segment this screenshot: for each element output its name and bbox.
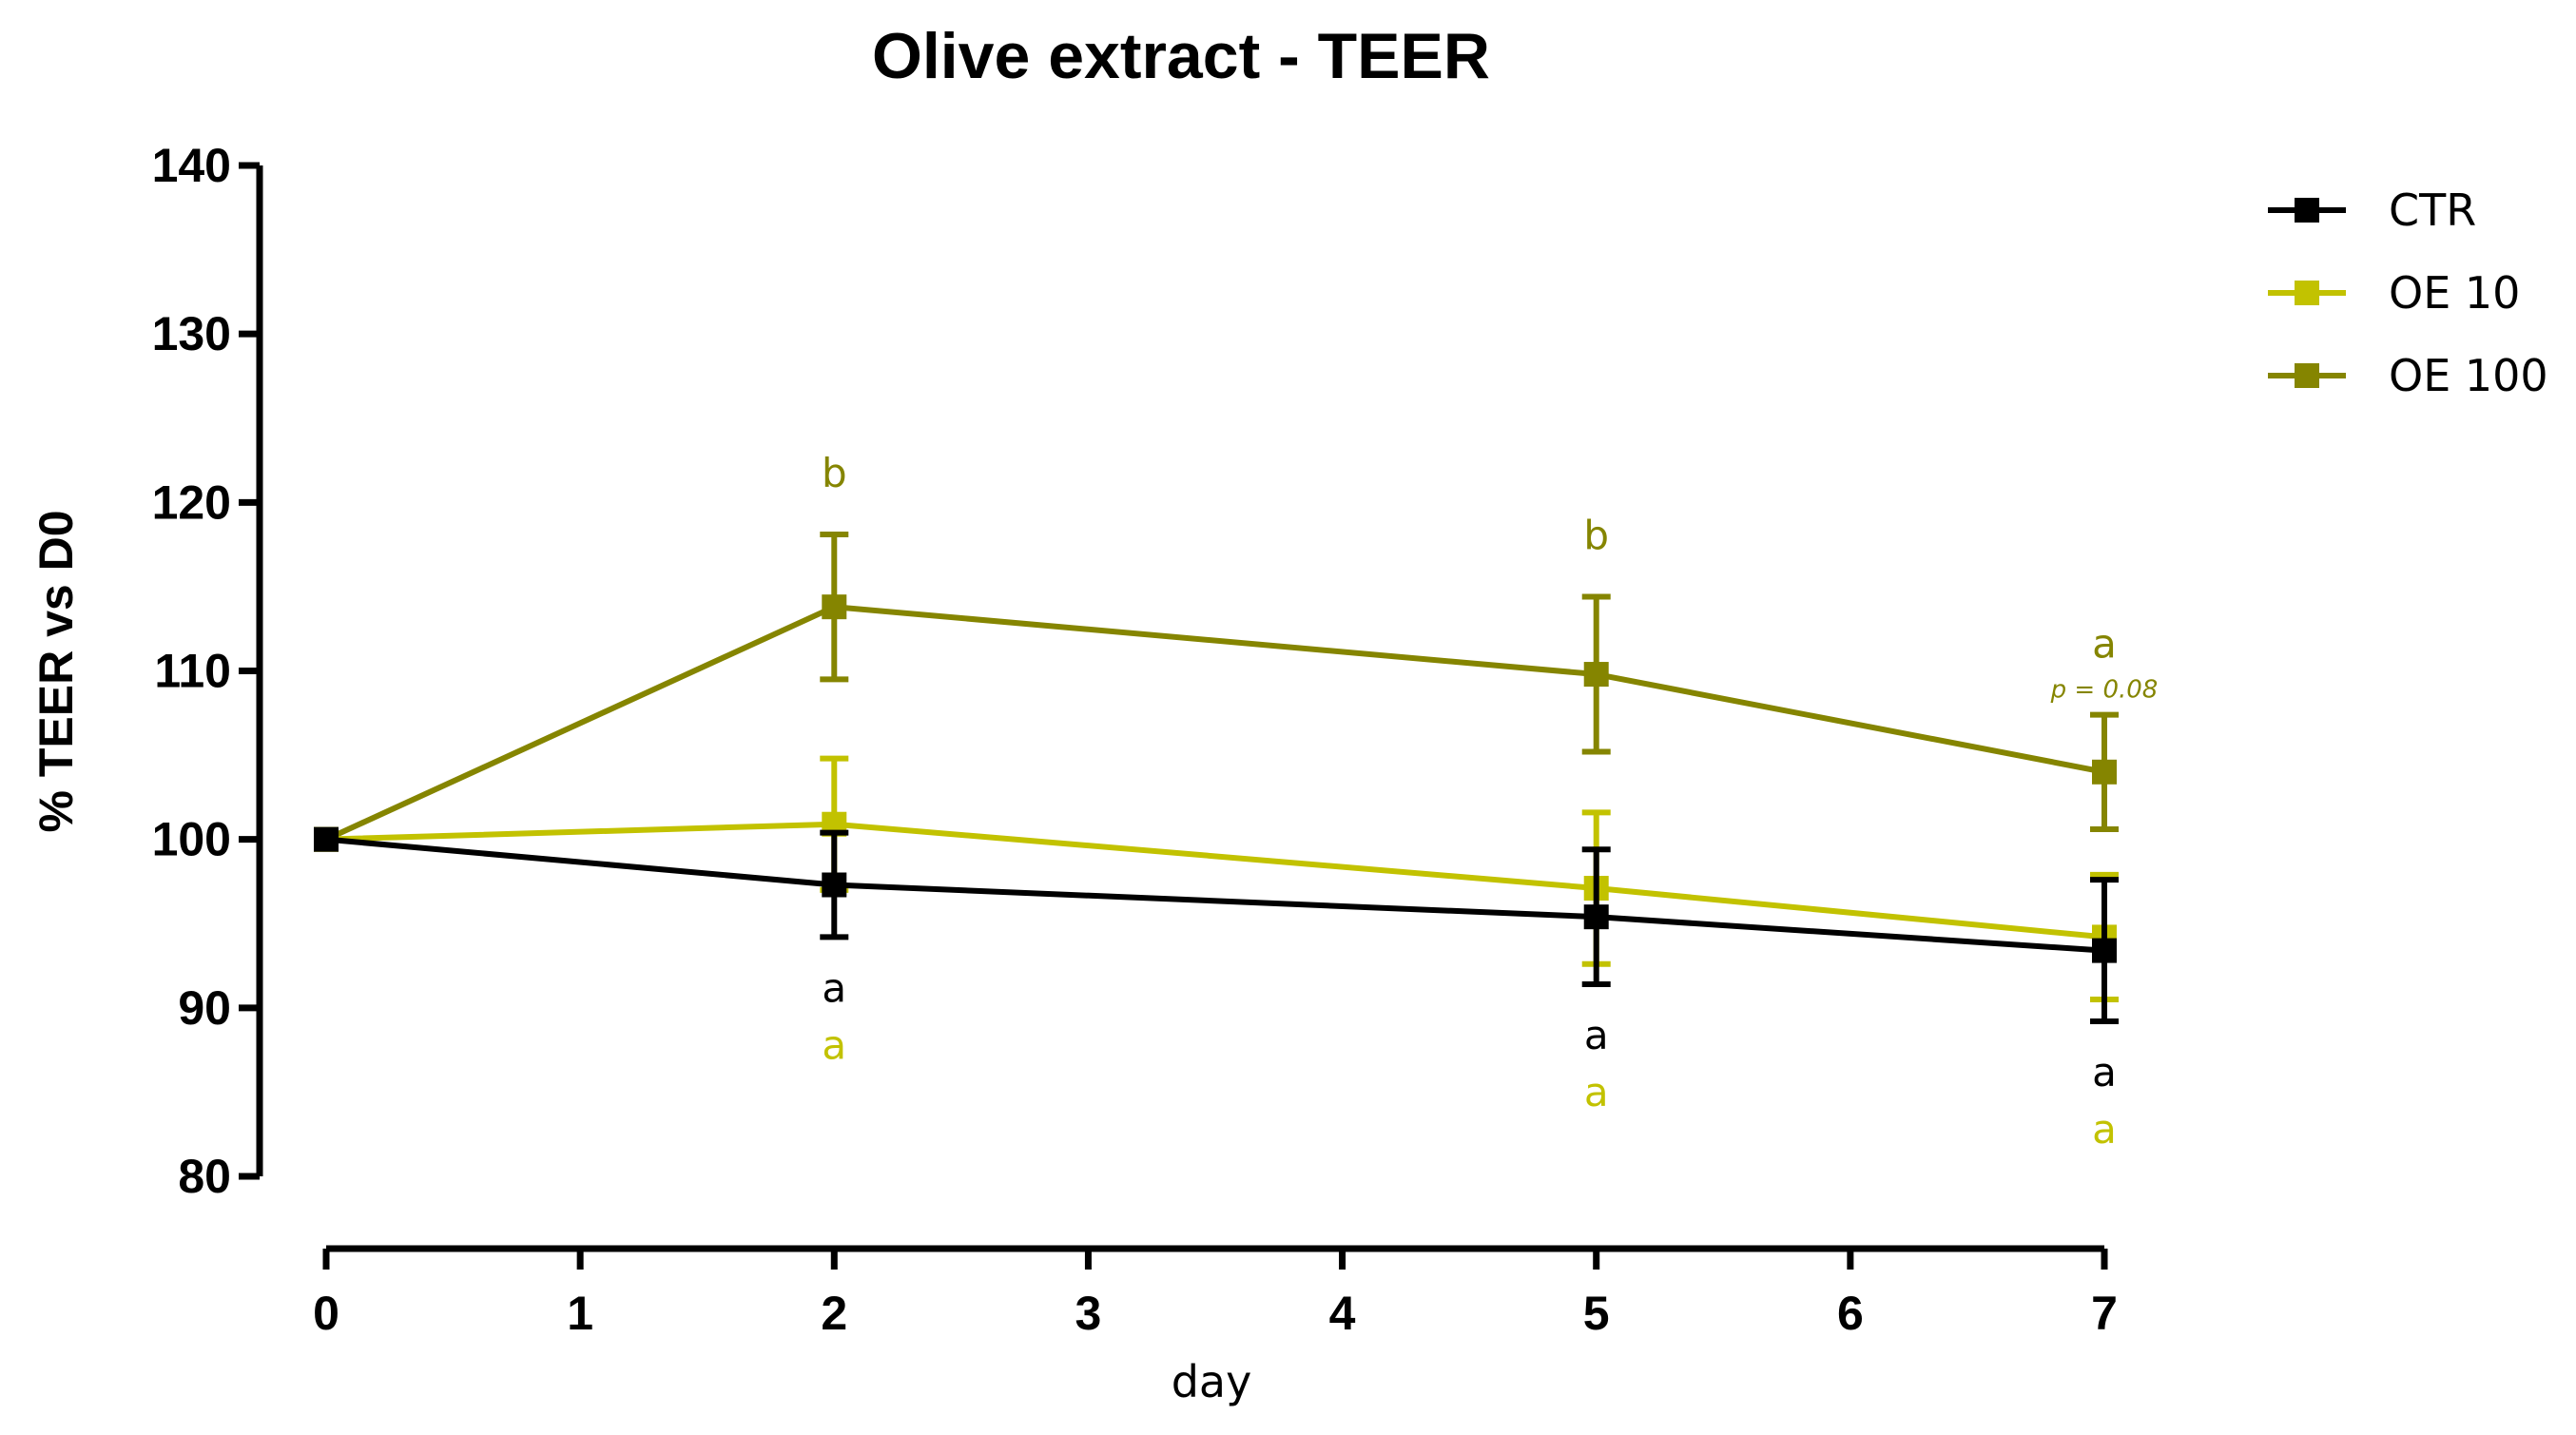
x-tick-label: 6 <box>1837 1287 1864 1340</box>
data-point <box>2092 938 2117 963</box>
significance-letter: a <box>1584 1069 1609 1115</box>
p-value-note: p = 0.08 <box>2050 676 2159 705</box>
legend-label: OE 100 <box>2389 350 2548 401</box>
series-line <box>325 836 2105 954</box>
data-point <box>822 594 847 620</box>
legend-marker <box>2295 198 2319 223</box>
data-point <box>1583 662 1609 688</box>
legend-marker <box>2295 363 2319 388</box>
plot-area <box>314 531 2119 1025</box>
x-tick-label: 1 <box>567 1287 593 1340</box>
legend-marker <box>2295 281 2319 305</box>
significance-letter: a <box>2092 621 2117 668</box>
legend-label: OE 10 <box>2389 267 2520 319</box>
data-point <box>822 872 847 898</box>
y-tick-label: 90 <box>178 981 231 1035</box>
x-tick-label: 2 <box>821 1287 847 1340</box>
series-oe-10 <box>314 755 2119 1002</box>
y-tick-label: 140 <box>152 139 231 192</box>
series-oe-100 <box>314 531 2119 852</box>
significance-letter: b <box>822 450 847 496</box>
data-point <box>2092 759 2117 785</box>
x-tick-label: 5 <box>1583 1287 1610 1340</box>
x-axis-label: day <box>1172 1356 1252 1407</box>
series-ctr <box>314 826 2119 1025</box>
significance-letter: b <box>1583 513 1609 559</box>
y-tick-label: 130 <box>152 307 231 360</box>
significance-letter: a <box>2092 1049 2117 1096</box>
legend-item-oe-10: OE 10 <box>2268 267 2520 319</box>
significance-letter: a <box>1584 1012 1609 1058</box>
y-tick-label: 110 <box>154 645 231 698</box>
legend: CTR OE 10 OE 100 <box>2268 184 2548 401</box>
y-tick-label: 120 <box>152 475 231 529</box>
y-axis: 80 90 100 110 120 130 140 <box>152 139 263 1203</box>
y-axis-label: % TEER vs D0 <box>29 510 83 832</box>
x-tick-label: 0 <box>313 1287 339 1340</box>
legend-label: CTR <box>2389 184 2476 236</box>
x-tick-label: 3 <box>1075 1287 1102 1340</box>
data-point <box>1583 904 1609 930</box>
x-tick-label: 4 <box>1329 1287 1356 1340</box>
series-line <box>325 821 2105 941</box>
x-axis: 0 1 2 3 4 5 6 7 <box>313 1245 2118 1340</box>
legend-item-oe-100: OE 100 <box>2268 350 2548 401</box>
significance-letter: a <box>2092 1106 2117 1153</box>
significance-letter: a <box>822 964 846 1011</box>
legend-item-ctr: CTR <box>2268 184 2476 236</box>
chart-title: Olive extract - TEER <box>872 20 1490 92</box>
x-tick-label: 7 <box>2091 1287 2118 1340</box>
y-tick-label: 80 <box>178 1150 231 1203</box>
y-tick-label: 100 <box>152 813 231 866</box>
significance-letter: a <box>822 1021 846 1068</box>
series-line <box>324 604 2105 843</box>
data-point <box>314 826 339 852</box>
